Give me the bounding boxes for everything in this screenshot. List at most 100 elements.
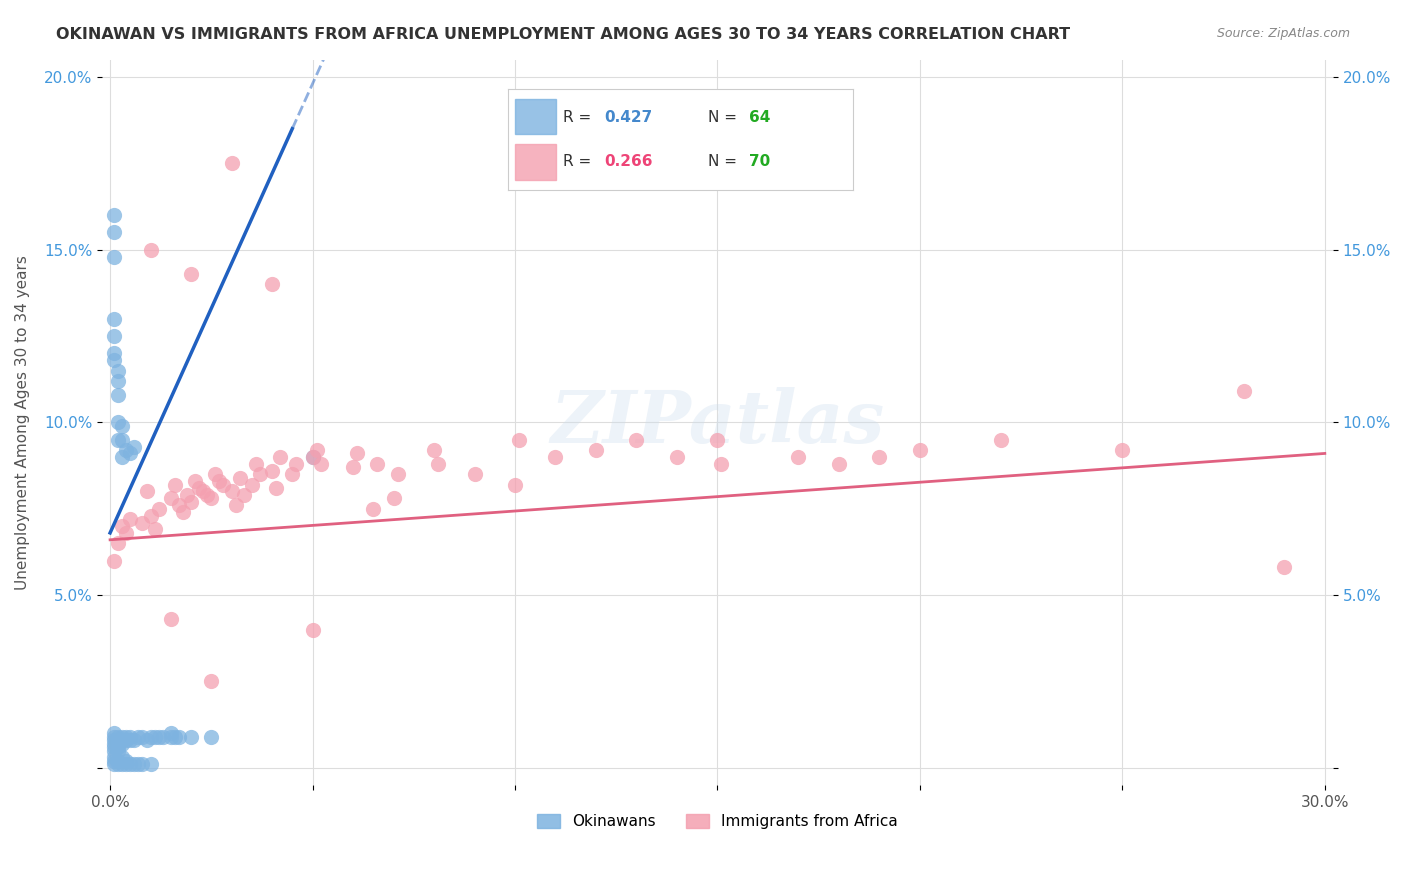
Point	[103, 208, 125, 222]
Point	[111, 733, 134, 747]
Point	[135, 484, 157, 499]
Point	[167, 498, 190, 512]
Point	[585, 442, 607, 457]
Point	[180, 267, 202, 281]
Point	[107, 387, 129, 401]
Point	[463, 467, 485, 482]
Point	[281, 467, 304, 482]
Point	[167, 730, 190, 744]
Point	[139, 508, 162, 523]
Point	[103, 743, 125, 757]
Point	[148, 501, 170, 516]
Point	[423, 442, 446, 457]
Point	[111, 757, 134, 772]
Point	[225, 498, 247, 512]
Point	[120, 730, 142, 744]
Point	[115, 754, 138, 768]
Point	[240, 477, 263, 491]
Point	[115, 525, 138, 540]
Point	[301, 450, 323, 464]
Point	[176, 488, 198, 502]
Point	[111, 737, 134, 751]
Point	[111, 418, 134, 433]
Point	[111, 750, 134, 764]
Point	[107, 730, 129, 744]
Point	[1111, 442, 1133, 457]
Point	[115, 733, 138, 747]
Point	[508, 433, 530, 447]
Point	[269, 450, 291, 464]
Point	[124, 757, 146, 772]
Text: OKINAWAN VS IMMIGRANTS FROM AFRICA UNEMPLOYMENT AMONG AGES 30 TO 34 YEARS CORREL: OKINAWAN VS IMMIGRANTS FROM AFRICA UNEMP…	[56, 27, 1070, 42]
Point	[107, 743, 129, 757]
Point	[139, 757, 162, 772]
Point	[204, 467, 226, 482]
Point	[103, 726, 125, 740]
Point	[103, 329, 125, 343]
Point	[107, 363, 129, 377]
Point	[111, 519, 134, 533]
Point	[285, 457, 308, 471]
Point	[131, 730, 153, 744]
Point	[103, 311, 125, 326]
Point	[143, 730, 166, 744]
Point	[382, 491, 405, 506]
Point	[212, 477, 235, 491]
Point	[180, 495, 202, 509]
Point	[427, 457, 450, 471]
Point	[990, 433, 1012, 447]
Point	[107, 757, 129, 772]
Point	[127, 730, 149, 744]
Point	[249, 467, 271, 482]
Point	[159, 726, 181, 740]
Point	[544, 450, 567, 464]
Point	[787, 450, 810, 464]
Point	[107, 433, 129, 447]
Legend: Okinawans, Immigrants from Africa: Okinawans, Immigrants from Africa	[530, 808, 904, 836]
Point	[115, 757, 138, 772]
Point	[200, 491, 222, 506]
Point	[245, 457, 267, 471]
Point	[131, 516, 153, 530]
Point	[159, 612, 181, 626]
Point	[305, 442, 328, 457]
Point	[208, 474, 231, 488]
Point	[107, 737, 129, 751]
Point	[228, 470, 250, 484]
Point	[124, 733, 146, 747]
Point	[103, 740, 125, 755]
Point	[103, 250, 125, 264]
Point	[188, 481, 211, 495]
Point	[107, 740, 129, 755]
Point	[180, 730, 202, 744]
Point	[120, 446, 142, 460]
Point	[342, 460, 364, 475]
Point	[107, 733, 129, 747]
Point	[103, 757, 125, 772]
Point	[111, 433, 134, 447]
Point	[115, 442, 138, 457]
Point	[159, 491, 181, 506]
Point	[221, 484, 243, 499]
Point	[103, 750, 125, 764]
Point	[221, 156, 243, 170]
Point	[103, 553, 125, 567]
Point	[111, 730, 134, 744]
Point	[193, 484, 215, 499]
Point	[111, 450, 134, 464]
Point	[264, 481, 287, 495]
Point	[103, 346, 125, 360]
Y-axis label: Unemployment Among Ages 30 to 34 years: Unemployment Among Ages 30 to 34 years	[15, 255, 30, 590]
Point	[200, 730, 222, 744]
Text: ZIPatlas: ZIPatlas	[550, 387, 884, 458]
Point	[195, 488, 218, 502]
Point	[107, 754, 129, 768]
Point	[143, 523, 166, 537]
Point	[159, 730, 181, 744]
Point	[163, 477, 186, 491]
Point	[301, 623, 323, 637]
Point	[115, 730, 138, 744]
Point	[387, 467, 409, 482]
Point	[232, 488, 254, 502]
Point	[139, 730, 162, 744]
